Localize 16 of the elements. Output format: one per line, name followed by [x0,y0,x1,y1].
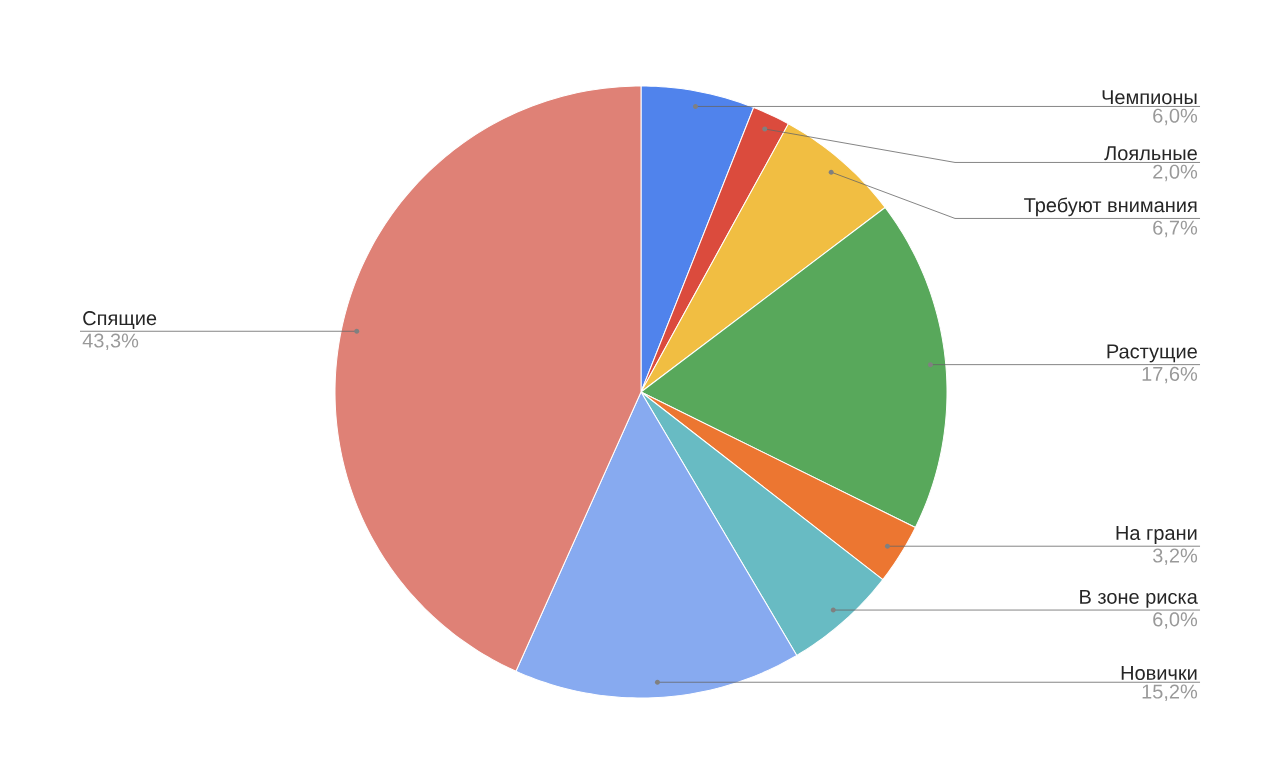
data-label: 6,7% [1153,220,1198,238]
slice-label: Требуют внимания [1024,197,1197,217]
data-label: 17,6% [1142,366,1198,384]
slice-label: На грани [1116,526,1197,545]
slice-label: Спящие [83,311,157,330]
data-label: 43,3% [82,333,139,350]
data-label: 6,0% [1153,612,1198,629]
slice-label: Лояльные [1104,146,1197,161]
slice-label: Новички [1121,666,1197,681]
slice-label: В зоне риска [1080,589,1198,608]
data-label: 15,2% [1142,684,1198,701]
data-label: 3,2% [1153,548,1198,565]
data-label: 2,0% [1153,164,1198,182]
data-label: 6,0% [1153,108,1198,126]
slice-label: Чемпионы [1102,90,1197,105]
slice-label: Растущие [1107,344,1197,363]
